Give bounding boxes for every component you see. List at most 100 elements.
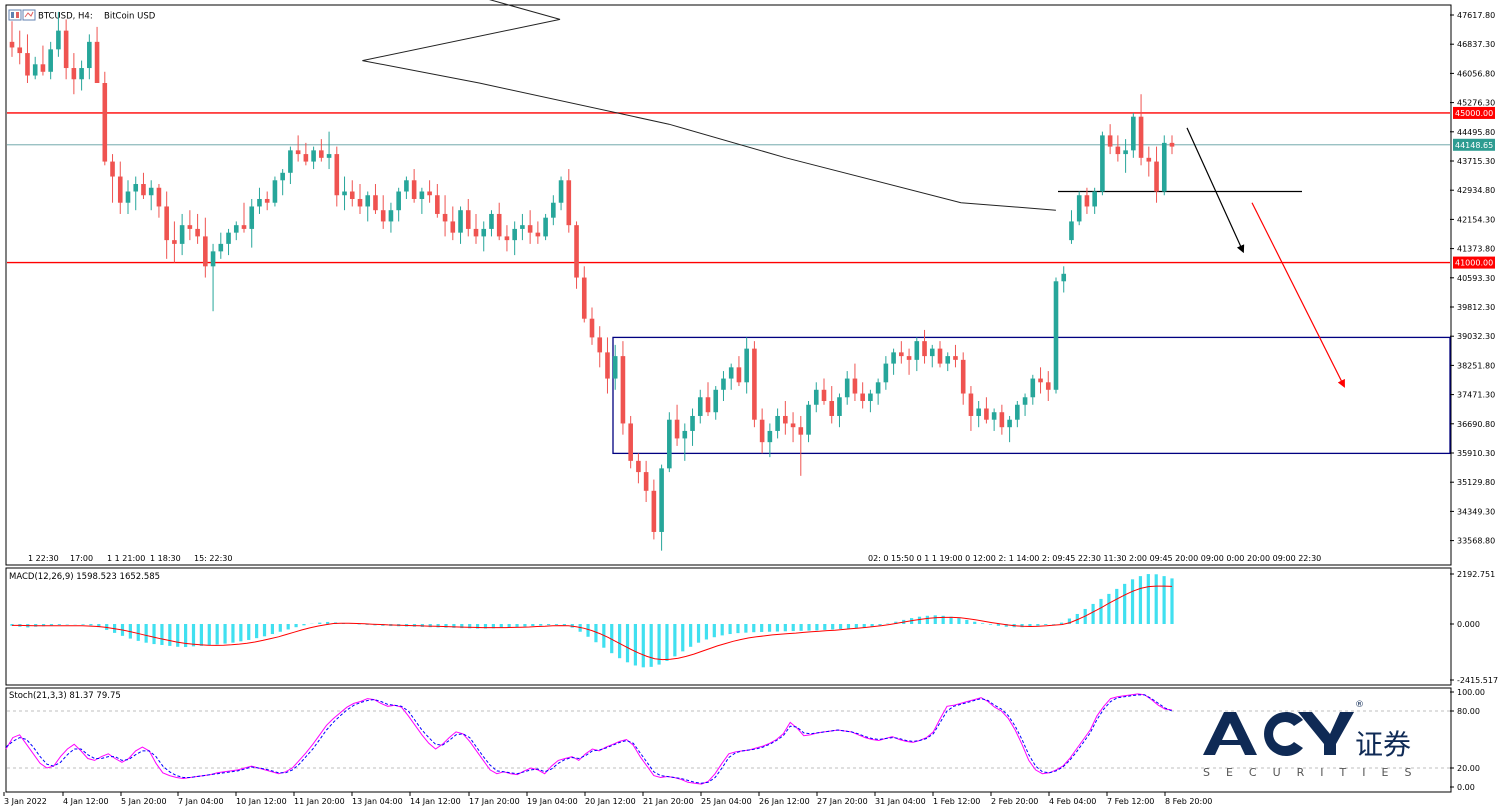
candle <box>543 213 548 241</box>
macd-panel-frame <box>5 567 1452 686</box>
candle <box>906 348 912 375</box>
candle-body <box>187 225 193 229</box>
candle <box>690 408 695 446</box>
time-tick-label: 1 Feb 12:00 <box>933 797 980 806</box>
candle <box>976 401 981 428</box>
candle-body <box>1007 419 1012 428</box>
candle-body <box>512 228 517 241</box>
candle-body <box>728 367 734 379</box>
candle <box>473 213 479 244</box>
candle-body <box>829 401 835 416</box>
symbol-icon[interactable] <box>8 9 22 21</box>
candle <box>953 344 958 368</box>
candle <box>728 363 734 390</box>
candle <box>48 41 53 80</box>
time-tick-label: 25 Jan 04:00 <box>701 797 752 806</box>
candle-body <box>674 419 680 439</box>
price-tick-label: 45276.30 <box>1457 99 1495 108</box>
logo-letter-y <box>1298 712 1354 755</box>
candle-body <box>620 356 626 424</box>
candle-body <box>976 408 981 416</box>
candle-body <box>71 68 77 80</box>
candle-body <box>605 352 610 379</box>
candle <box>404 176 409 199</box>
time-tick-label: 19 Jan 04:00 <box>527 797 578 806</box>
candle-body <box>1161 142 1167 192</box>
price-tick-label: 35129.80 <box>1457 478 1495 487</box>
candle-body <box>929 348 935 357</box>
candle <box>984 397 989 424</box>
session-mark: 15: 22:30 <box>194 554 232 563</box>
candle <box>512 221 517 256</box>
candle-body <box>458 210 463 233</box>
stoch-d-line <box>5 694 1173 784</box>
candle <box>87 34 92 80</box>
candle-body <box>798 427 804 435</box>
candle-body <box>1084 195 1090 207</box>
time-tick-label: 4 Feb 04:00 <box>1049 797 1096 806</box>
support-tag-bg <box>1453 256 1495 269</box>
candle <box>806 401 811 443</box>
candle <box>991 408 997 431</box>
candle <box>636 453 641 484</box>
candle <box>442 195 448 237</box>
time-tick-label: 14 Jan 12:00 <box>410 797 461 806</box>
price-tick-label: 44495.80 <box>1457 128 1495 137</box>
candle-body <box>690 415 695 431</box>
candle <box>1107 124 1113 155</box>
stoch-tick-label: 100.00 <box>1457 688 1485 697</box>
time-tick-label: 2 Feb 20:00 <box>991 797 1038 806</box>
candle <box>218 232 224 259</box>
candle <box>667 412 672 473</box>
candle-body <box>628 423 633 461</box>
candle-body <box>48 49 53 72</box>
candle <box>1131 112 1136 158</box>
candle <box>311 146 316 170</box>
candle-body <box>203 236 208 267</box>
candle <box>303 142 309 166</box>
candle <box>628 415 633 469</box>
candle-body <box>1107 135 1113 147</box>
macd-indicator <box>10 574 1174 668</box>
candle-body <box>837 397 842 416</box>
candle <box>922 329 927 364</box>
range-box-rect <box>612 336 1451 455</box>
candle-body <box>1146 157 1152 162</box>
candle-body <box>991 412 997 420</box>
time-tick-label: 17 Jan 20:00 <box>469 797 520 806</box>
candle-body <box>133 184 139 192</box>
candle <box>280 169 285 196</box>
candle-body <box>489 213 494 229</box>
candle-body <box>380 210 386 222</box>
candle <box>496 202 502 241</box>
candle <box>71 53 77 95</box>
candle-body <box>960 359 966 394</box>
timeframe-icon[interactable] <box>22 9 36 21</box>
candle-body <box>210 251 216 267</box>
candle <box>450 206 456 241</box>
candle <box>419 187 425 214</box>
candle-body <box>179 225 185 244</box>
candlesticks <box>9 11 1175 551</box>
candle <box>883 356 889 390</box>
logo-letter-a-bar <box>1214 740 1246 745</box>
candle-body <box>535 232 541 237</box>
logo-cn: 证券 <box>1355 728 1411 761</box>
candle <box>558 176 564 211</box>
logo-sub: SECURITIES <box>1203 766 1427 779</box>
candle <box>288 146 293 185</box>
stoch-panel-frame <box>5 687 1452 793</box>
horizontal-levels <box>7 112 1450 264</box>
price-tick-label: 37471.30 <box>1457 391 1495 400</box>
session-mark: 1 22:30 <box>28 554 59 563</box>
candle-body <box>1069 221 1074 241</box>
price-tick-label: 43715.30 <box>1457 157 1495 166</box>
candle <box>1154 146 1159 203</box>
candle-body <box>117 176 123 203</box>
candle <box>798 415 804 476</box>
price-tick-label: 42934.80 <box>1457 186 1495 195</box>
candle <box>32 56 38 80</box>
price-tick-label: 39032.30 <box>1457 332 1495 341</box>
candle <box>156 184 162 218</box>
candle-body <box>759 419 765 443</box>
